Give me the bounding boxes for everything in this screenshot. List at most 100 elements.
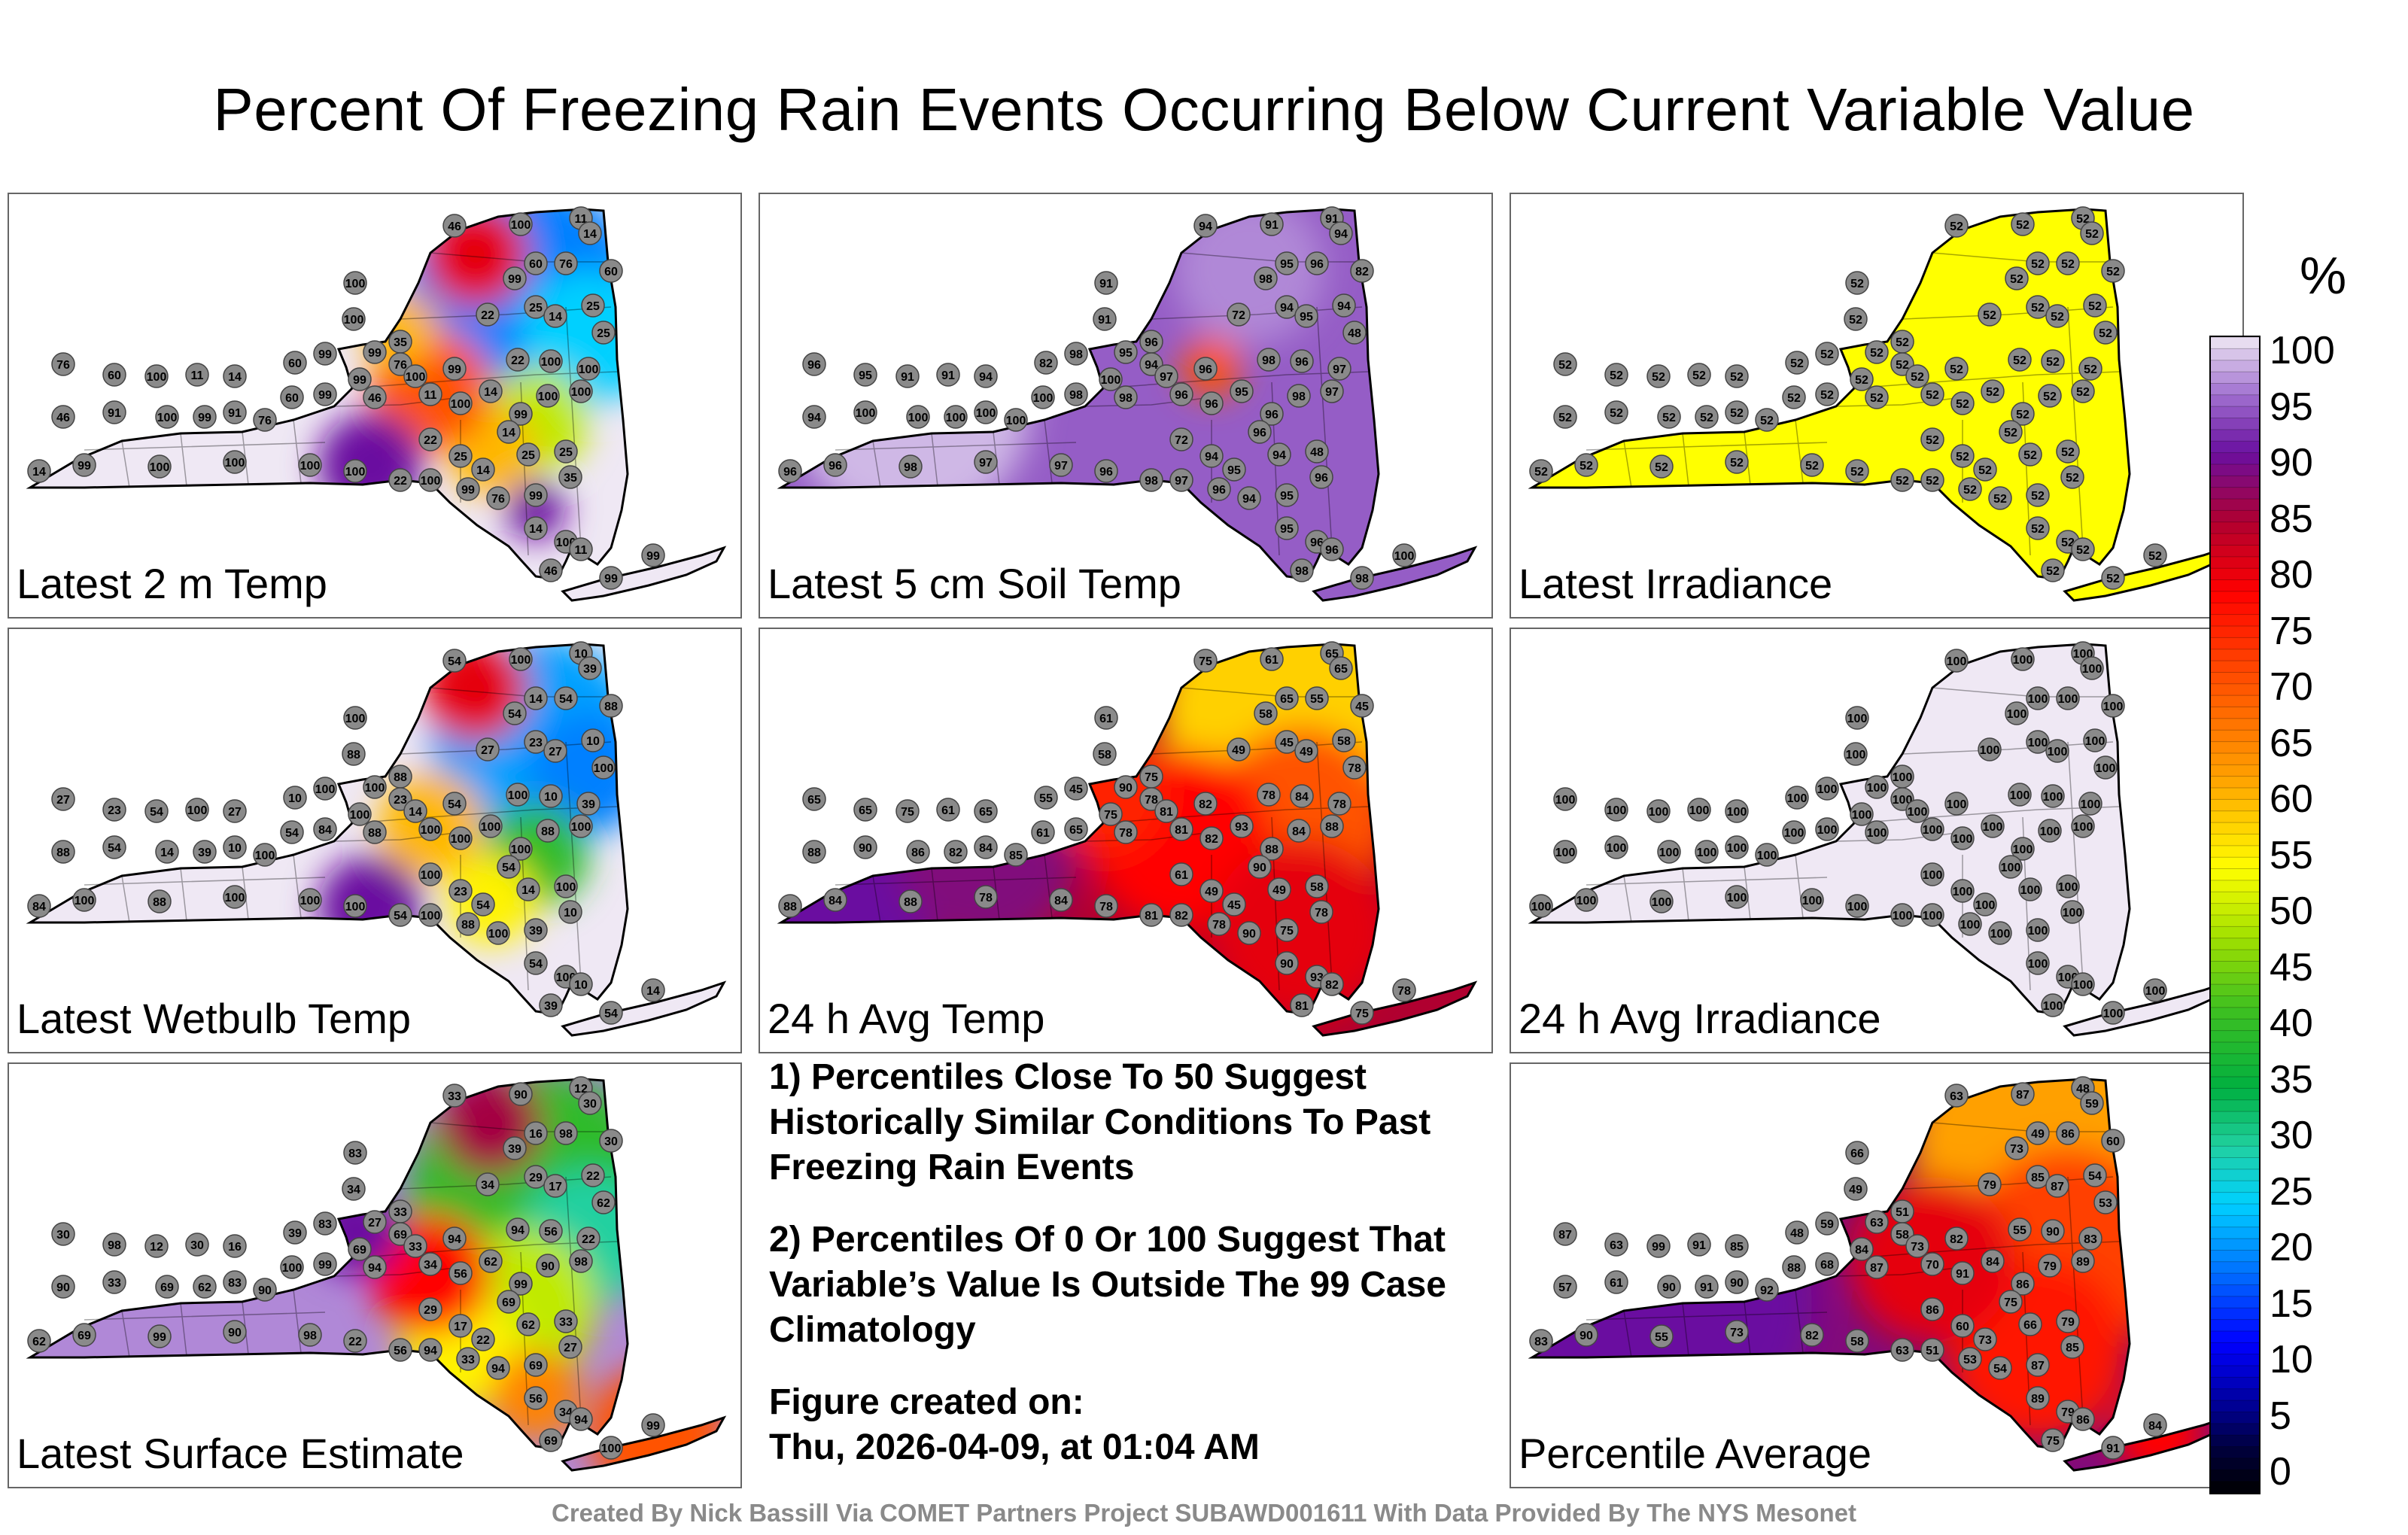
station-marker: [974, 885, 998, 909]
colorbar-segment: [2211, 533, 2259, 546]
station-value-label: 78: [1099, 901, 1113, 913]
station-marker: [1845, 894, 1869, 918]
station-marker: [802, 787, 826, 811]
station-marker: [1785, 1220, 1809, 1245]
station-marker: [51, 840, 75, 864]
station-marker: [569, 537, 593, 561]
station-marker: [2026, 1165, 2050, 1189]
station-marker: [576, 357, 600, 381]
station-value-label: 84: [1295, 791, 1309, 804]
station-value-label: 11: [191, 369, 204, 382]
colorbar-segment: [2211, 695, 2259, 708]
station-value-label: 34: [481, 1179, 494, 1192]
station-marker: [1114, 385, 1138, 409]
station-value-label: 90: [541, 1260, 555, 1273]
station-value-label: 54: [502, 862, 515, 874]
station-value-label: 65: [859, 804, 872, 817]
station-marker: [448, 826, 473, 850]
station-marker: [1049, 888, 1073, 912]
colorbar-tick-label: 5: [2270, 1394, 2291, 1438]
station-marker: [1290, 558, 1314, 582]
station-value-label: 52: [2016, 219, 2029, 232]
station-value-label: 100: [538, 391, 558, 403]
station-marker: [1999, 855, 2023, 879]
station-marker: [1320, 972, 1344, 996]
station-value-label: 98: [1069, 348, 1083, 361]
station-marker: [1999, 1290, 2023, 1314]
colorbar-segment: [2211, 476, 2259, 488]
station-marker: [1064, 342, 1088, 366]
colorbar-tick-label: 40: [2270, 1002, 2313, 1045]
station-value-label: 100: [2085, 735, 2105, 748]
station-marker: [418, 903, 442, 927]
station-marker: [2083, 728, 2107, 752]
station-value-label: 55: [1310, 693, 1324, 706]
station-value-label: 65: [1069, 824, 1083, 837]
station-marker: [27, 1329, 51, 1353]
station-marker: [1815, 382, 1839, 406]
station-value-label: 54: [476, 899, 490, 912]
station-value-label: 39: [582, 798, 595, 811]
colorbar-segment: [2211, 348, 2259, 361]
station-marker: [1844, 1177, 1868, 1201]
station-marker: [1230, 379, 1254, 403]
station-marker: [1327, 357, 1351, 381]
station-value-label: 48: [1790, 1227, 1804, 1240]
station-marker: [558, 900, 582, 924]
station-marker: [1604, 363, 1628, 387]
station-marker: [343, 1329, 367, 1353]
station-value-label: 82: [1175, 910, 1188, 923]
station-marker: [1553, 405, 1577, 429]
station-marker: [1222, 892, 1246, 916]
station-marker: [342, 307, 366, 331]
station-value-label: 100: [150, 461, 170, 474]
station-value-label: 52: [1956, 398, 1969, 411]
station-value-label: 100: [2043, 791, 2063, 804]
colorbar-tick-label: 50: [2270, 889, 2313, 933]
station-value-label: 91: [1099, 278, 1113, 290]
station-value-label: 84: [1986, 1256, 1999, 1269]
station-value-label: 84: [829, 895, 842, 907]
colorbar-segment: [2211, 1226, 2259, 1239]
colorbar-segment: [2211, 1007, 2259, 1020]
station-value-label: 14: [484, 386, 497, 399]
station-value-label: 35: [394, 336, 407, 349]
station-value-label: 56: [529, 1393, 543, 1406]
station-marker: [1755, 408, 1779, 432]
station-marker: [1978, 737, 2002, 761]
station-value-label: 52: [2106, 266, 2120, 278]
station-marker: [1350, 694, 1374, 718]
station-value-label: 48: [1348, 327, 1361, 340]
station-value-label: 91: [1265, 219, 1278, 232]
station-marker: [1695, 1275, 1719, 1299]
station-value-label: 97: [979, 457, 993, 470]
station-marker: [524, 951, 548, 975]
station-value-label: 91: [228, 407, 242, 420]
station-marker: [539, 993, 563, 1017]
station-marker: [1920, 1338, 1944, 1362]
station-value-label: 100: [1953, 833, 1973, 846]
station-marker: [2143, 1413, 2167, 1437]
station-marker: [144, 1234, 169, 1258]
colorbar-tick-label: 80: [2270, 553, 2313, 597]
station-value-label: 86: [2016, 1278, 2029, 1291]
station-marker: [2026, 251, 2050, 275]
colorbar-segment: [2211, 1019, 2259, 1032]
station-value-label: 94: [1280, 302, 1294, 315]
colorbar-tick-label: 60: [2270, 777, 2313, 821]
station-marker: [576, 792, 600, 816]
station-marker: [363, 775, 387, 799]
station-marker: [2026, 516, 2050, 540]
station-value-label: 14: [409, 806, 422, 819]
station-marker: [554, 251, 578, 275]
station-value-label: 88: [56, 847, 70, 859]
station-marker: [1193, 214, 1218, 238]
station-marker: [223, 364, 247, 388]
station-marker: [539, 349, 563, 373]
colorbar-segment: [2211, 822, 2259, 835]
station-value-label: 98: [1145, 475, 1158, 488]
station-value-label: 100: [571, 821, 591, 834]
station-marker: [51, 1222, 75, 1246]
station-marker: [554, 1309, 578, 1333]
colorbar-segment: [2211, 1123, 2259, 1135]
